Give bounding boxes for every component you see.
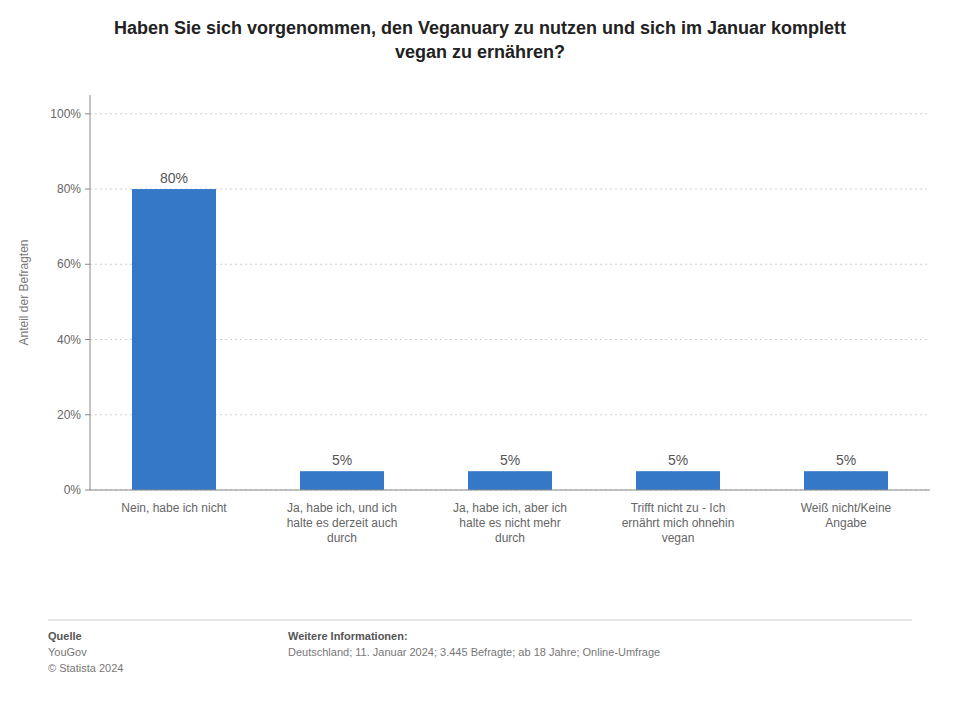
- bar: [300, 471, 384, 490]
- y-axis-line: [90, 95, 91, 490]
- y-tick-label: 60%: [57, 257, 81, 271]
- footer-separator: [48, 620, 912, 621]
- data-label: 5%: [668, 452, 688, 468]
- annotation: © Statista 2024: [48, 662, 123, 674]
- y-tick: [85, 490, 90, 491]
- y-tick-label: 0%: [64, 483, 82, 497]
- data-labels: 80% 5% 5% 5% 5%: [160, 170, 856, 468]
- y-tick-label: 40%: [57, 333, 81, 347]
- y-tick: [85, 189, 90, 190]
- bar: [636, 471, 720, 490]
- bar: [468, 471, 552, 490]
- bars: [132, 189, 888, 490]
- x-tick-label: Weiß nicht/KeineAngabe: [801, 501, 892, 530]
- x-tick-label: Ja, habe ich, aber ichhalte es nicht meh…: [453, 501, 567, 545]
- y-tick: [85, 113, 90, 114]
- annotation: YouGov: [48, 646, 87, 658]
- y-tick: [85, 414, 90, 415]
- y-tick: [85, 339, 90, 340]
- data-label: 5%: [332, 452, 352, 468]
- chart-container: Haben Sie sich vorgenommen, den Veganuar…: [0, 0, 960, 713]
- y-tick: [85, 264, 90, 265]
- data-label: 5%: [836, 452, 856, 468]
- chart-svg: Haben Sie sich vorgenommen, den Veganuar…: [0, 0, 960, 713]
- y-axis: 0% 20% 40% 60% 80% 100%: [50, 95, 930, 497]
- annotation: Deutschland; 11. Januar 2024; 3.445 Befr…: [288, 646, 660, 658]
- annotation: Weitere Informationen:: [288, 630, 408, 642]
- data-label: 80%: [160, 170, 188, 186]
- y-axis-label: Anteil der Befragten: [17, 239, 31, 345]
- grid-line: [90, 490, 930, 491]
- y-tick-label: 20%: [57, 408, 81, 422]
- annotation: Quelle: [48, 630, 82, 642]
- bar: [804, 471, 888, 490]
- x-tick-label: Nein, habe ich nicht: [121, 501, 227, 515]
- data-label: 5%: [500, 452, 520, 468]
- footer: Quelle YouGov © Statista 2024 Weitere Infor…: [48, 620, 912, 674]
- grid-line: [90, 113, 930, 114]
- x-axis-line: [90, 490, 930, 491]
- y-tick-label: 100%: [50, 107, 81, 121]
- bar: [132, 189, 216, 490]
- x-tick-label: Ja, habe ich, und ichhalte es derzeit au…: [287, 501, 398, 545]
- x-tick-label: Trifft nicht zu - Ichernährt mich ohnehi…: [622, 501, 735, 545]
- y-tick-label: 80%: [57, 182, 81, 196]
- title: Haben Sie sich vorgenommen, den Veganuar…: [114, 18, 846, 62]
- x-axis: Nein, habe ich nicht Ja, habe ich, und ic…: [90, 490, 930, 545]
